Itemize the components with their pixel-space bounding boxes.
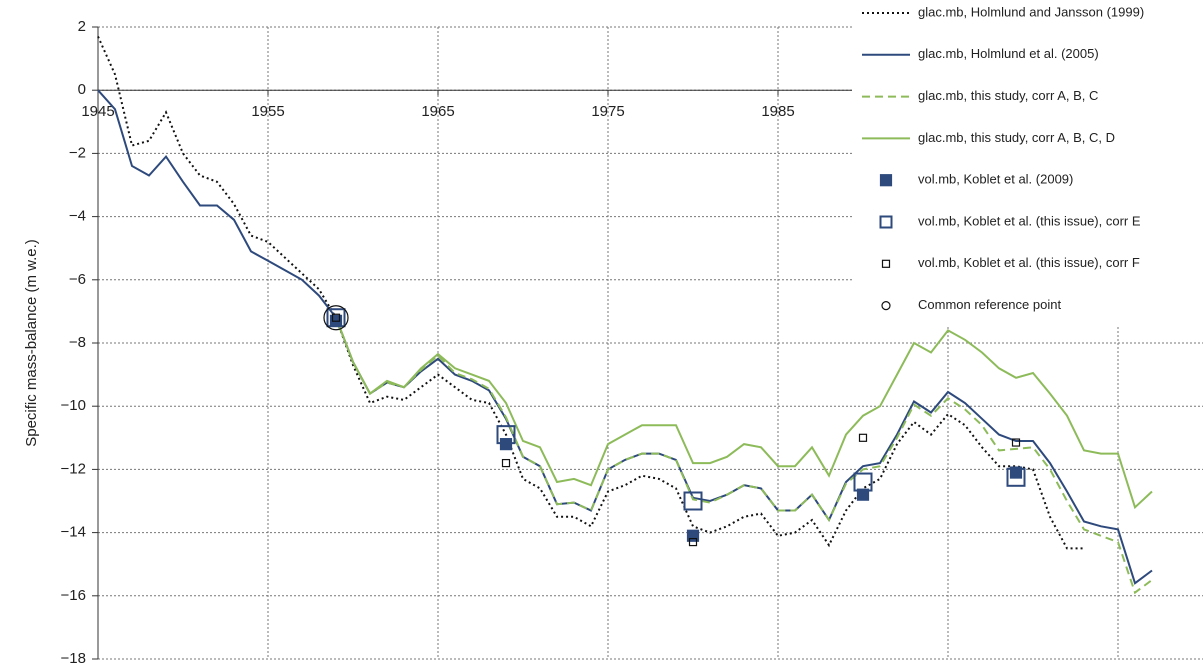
marker xyxy=(326,308,346,328)
legend-label: vol.mb, Koblet et al. (this issue), corr… xyxy=(918,213,1141,228)
marker xyxy=(686,529,700,542)
legend-label: Common reference point xyxy=(918,297,1061,312)
legend-label: glac.mb, Holmlund et al. (2005) xyxy=(918,46,1099,61)
y-tick-label: 0 xyxy=(78,81,86,98)
marker xyxy=(496,425,516,445)
x-tick-label: 1955 xyxy=(251,103,284,120)
marker xyxy=(1006,467,1026,487)
series-line xyxy=(335,317,1153,595)
legend: glac.mb, Holmlund and Jansson (1999) glac… xyxy=(852,0,1203,326)
legend-label: glac.mb, this study, corr A, B, C, D xyxy=(918,130,1115,145)
marker xyxy=(1009,466,1023,479)
legend-label: glac.mb, Holmlund and Jansson (1999) xyxy=(918,4,1144,19)
marker xyxy=(501,458,511,468)
legend-swatch xyxy=(879,215,893,229)
marker xyxy=(683,491,703,511)
marker xyxy=(853,472,873,492)
legend-label: glac.mb, this study, corr A, B, C xyxy=(918,88,1098,103)
marker xyxy=(858,433,868,442)
y-tick-label: −2 xyxy=(69,144,86,161)
y-tick-label: 2 xyxy=(78,18,86,35)
y-tick-label: −14 xyxy=(61,524,86,541)
y-tick-label: −8 xyxy=(69,334,86,351)
legend-swatch xyxy=(879,174,893,187)
legend-background xyxy=(852,0,1203,326)
legend-swatch xyxy=(881,301,891,311)
marker xyxy=(331,313,341,322)
y-tick-label: −12 xyxy=(61,460,86,477)
y-tick-label: −6 xyxy=(69,271,86,288)
marker xyxy=(856,488,870,501)
x-tick-label: 1985 xyxy=(761,103,794,120)
y-axis-label: Specific mass-balance (m w.e.) xyxy=(23,239,40,447)
x-tick-label: 1975 xyxy=(591,103,624,120)
x-tick-label: 1965 xyxy=(421,103,454,120)
marker xyxy=(323,305,349,331)
y-tick-label: −16 xyxy=(61,587,86,604)
marker xyxy=(1011,438,1021,447)
marker xyxy=(688,537,698,547)
y-tick-label: −4 xyxy=(69,208,86,225)
series-line xyxy=(335,317,1153,510)
series-line xyxy=(97,36,1084,550)
legend-label: vol.mb, Koblet et al. (this issue), corr… xyxy=(918,255,1140,270)
legend-swatch xyxy=(881,259,891,268)
series-line xyxy=(97,89,1153,585)
y-tick-label: −18 xyxy=(61,650,86,667)
y-tick-label: −10 xyxy=(61,397,86,414)
legend-label: vol.mb, Koblet et al. (2009) xyxy=(918,172,1073,187)
